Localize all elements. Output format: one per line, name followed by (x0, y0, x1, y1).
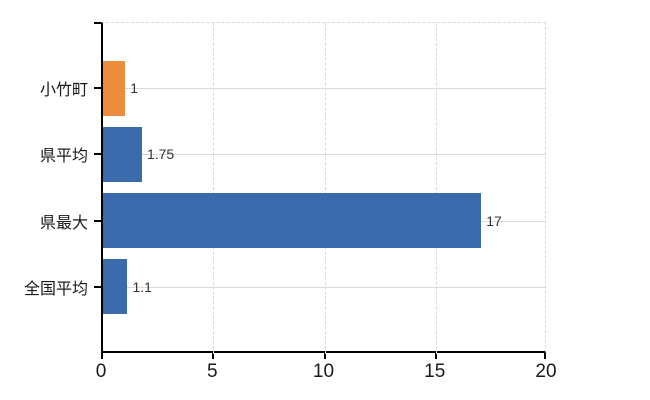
y-axis-tick (94, 153, 101, 156)
x-axis-tick (544, 353, 546, 359)
value-label: 1.75 (146, 146, 175, 163)
bar (103, 193, 482, 249)
x-axis-tick (323, 353, 326, 359)
horizontal-gridline (103, 154, 546, 156)
x-tick-label: 10 (312, 361, 335, 382)
y-axis-end-tick (94, 22, 101, 24)
bar (103, 259, 128, 315)
vertical-gridline (324, 23, 326, 354)
x-tick-label: 15 (424, 361, 446, 382)
x-axis-tick (212, 353, 215, 359)
horizontal-gridline (103, 88, 546, 90)
y-axis-tick (94, 285, 101, 288)
category-label: 県平均 (39, 148, 88, 166)
plot-area: 1 1.75 17 1.1 (101, 22, 546, 354)
y-axis-tick (94, 219, 101, 222)
vertical-gridline (435, 23, 437, 354)
vertical-gridline (213, 23, 215, 354)
value-label: 1.1 (132, 278, 152, 295)
x-tick-label: 0 (95, 361, 107, 382)
category-label: 小竹町 (39, 82, 88, 100)
x-tick-label: 20 (535, 361, 557, 382)
x-axis-tick (101, 353, 103, 359)
value-label: 1 (130, 80, 139, 97)
value-label: 17 (486, 212, 502, 229)
x-tick-label: 5 (206, 361, 218, 382)
x-axis-tick (434, 353, 437, 359)
bar (103, 126, 142, 182)
horizontal-gridline (103, 286, 546, 288)
bar (103, 60, 126, 116)
category-label: 全国平均 (23, 280, 88, 298)
category-label: 県最大 (39, 214, 88, 232)
y-axis-tick (94, 87, 101, 90)
